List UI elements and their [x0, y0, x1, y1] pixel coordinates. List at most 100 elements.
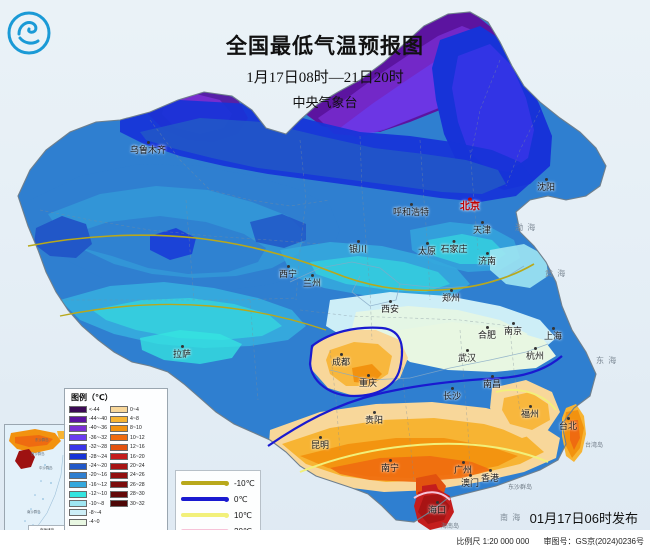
isotherm-twenty [413, 491, 451, 501]
legend-range-label: <-44 [89, 406, 100, 413]
city-label: 杭州 [526, 347, 544, 361]
city-marker-icon [468, 474, 472, 477]
city-label: 海口 [428, 501, 446, 515]
city-label: 太原 [418, 242, 436, 256]
city-marker-icon [339, 353, 343, 356]
legend-row: -20~-16 [69, 471, 107, 480]
city-name: 兰州 [302, 278, 322, 288]
legend-swatch [110, 500, 129, 508]
city-name: 呼和浩特 [392, 207, 430, 217]
city-label: 昆明 [311, 436, 329, 450]
island-label: 台湾岛 [585, 443, 604, 449]
legend-range-label: -28~-24 [89, 453, 108, 460]
footer-bar [0, 530, 650, 549]
legend-range-label: -44~-40 [89, 416, 108, 423]
city-marker-icon [450, 387, 454, 390]
city-marker-icon [388, 300, 392, 303]
legend-range-label: -24~-20 [89, 463, 108, 470]
legend-row: -10~-8 [69, 499, 107, 508]
legend-swatch [69, 453, 87, 461]
legend-swatch [110, 406, 129, 414]
legend-row: -36~-32 [69, 433, 107, 442]
legend-range-label: -32~-28 [89, 444, 108, 451]
isotherm-ten-b [495, 389, 557, 411]
legend-row: <-44 [69, 405, 107, 414]
legend-row: 12~16 [110, 443, 145, 452]
legend-row: -16~-12 [69, 480, 107, 489]
city-label: 拉萨 [173, 345, 191, 359]
legend-row: 4~8 [110, 414, 145, 423]
legend-range-label: -20~-16 [89, 472, 108, 479]
cma-logo-icon [7, 11, 51, 55]
city-marker-icon [409, 203, 413, 206]
legend-row: -24~-20 [69, 461, 107, 470]
inset-label-3: 南沙群岛 [27, 510, 41, 514]
island-label: 海南岛 [441, 524, 460, 530]
city-marker-icon [551, 327, 555, 330]
approval-number: 审图号：GS京(2024)0236号 [543, 537, 644, 546]
legend-row: 20~24 [110, 461, 145, 470]
isotherm-line-swatch [181, 513, 227, 517]
city-marker-icon [461, 461, 465, 464]
isotherm-minus10 [27, 234, 535, 292]
city-label: 天津 [473, 221, 491, 235]
legend-swatch [110, 471, 129, 479]
isotherm-ten [299, 442, 549, 473]
city-label: 成都 [332, 353, 350, 367]
legend-range-label: 8~10 [130, 425, 142, 432]
city-marker-icon [480, 221, 484, 224]
city-name: 北京 [460, 201, 480, 213]
isotherm-legend-row: -10℃ [181, 475, 255, 491]
legend-range-label: 28~30 [130, 491, 145, 498]
city-name: 济南 [477, 256, 497, 266]
city-label: 兰州 [303, 274, 321, 288]
footer-info: 比例尺 1:20 000 000 审图号：GS京(2024)0236号 [444, 536, 644, 547]
south-china-sea-inset: 东沙群岛 中沙群岛 西沙群岛 南沙群岛 南海诸岛 1：40 000 000 [4, 424, 68, 544]
city-label: 西安 [381, 300, 399, 314]
isotherm-line-swatch [181, 497, 227, 501]
sea-label: 东 海 [596, 356, 618, 365]
legend-swatch [110, 415, 129, 423]
city-marker-icon [566, 417, 570, 420]
city-marker-icon [485, 252, 489, 255]
isotherm-endpoint-icon [224, 512, 229, 518]
legend-title: 图例（℃） [71, 393, 113, 402]
city-marker-icon [533, 347, 537, 350]
isotherm-label: 0℃ [234, 494, 248, 504]
city-marker-icon [310, 274, 314, 277]
city-name: 乌鲁木齐 [129, 145, 167, 155]
legend-range-label: 30~32 [130, 500, 145, 507]
city-marker-icon [318, 436, 322, 439]
map-scale: 比例尺 1:20 000 000 [456, 537, 530, 546]
legend-swatch [69, 509, 87, 517]
city-label: 贵阳 [365, 411, 383, 425]
legend-row: 30~32 [110, 499, 145, 508]
city-name: 南京 [503, 326, 523, 336]
legend-swatch [110, 462, 129, 470]
city-marker-icon [488, 469, 492, 472]
legend-range-label: 16~20 [130, 453, 145, 460]
legend-range-label: -36~-32 [89, 434, 108, 441]
city-label: 北京 [460, 197, 480, 213]
legend-row: -4~0 [69, 518, 107, 527]
city-label: 沈阳 [537, 178, 555, 192]
legend-row: 16~20 [110, 452, 145, 461]
legend-row: 24~26 [110, 471, 145, 480]
city-name: 香港 [480, 473, 500, 483]
legend-range-label: -8~-4 [89, 509, 102, 516]
city-marker-icon [180, 345, 184, 348]
legend-swatch [69, 424, 87, 432]
legend-column-right: 0~4 4~8 8~10 10~12 12~16 16~20 20~24 24~26 26~28… [110, 405, 145, 527]
city-name: 郑州 [441, 293, 461, 303]
city-marker-icon [468, 197, 472, 202]
city-label: 重庆 [359, 374, 377, 388]
isotherm-endpoint-icon [224, 480, 229, 486]
legend-row: 26~28 [110, 480, 145, 489]
city-label: 南宁 [381, 459, 399, 473]
isotherm-legend-row: 0℃ [181, 491, 255, 507]
city-marker-icon [372, 411, 376, 414]
city-label: 武汉 [458, 349, 476, 363]
legend-range-label: 20~24 [130, 463, 145, 470]
